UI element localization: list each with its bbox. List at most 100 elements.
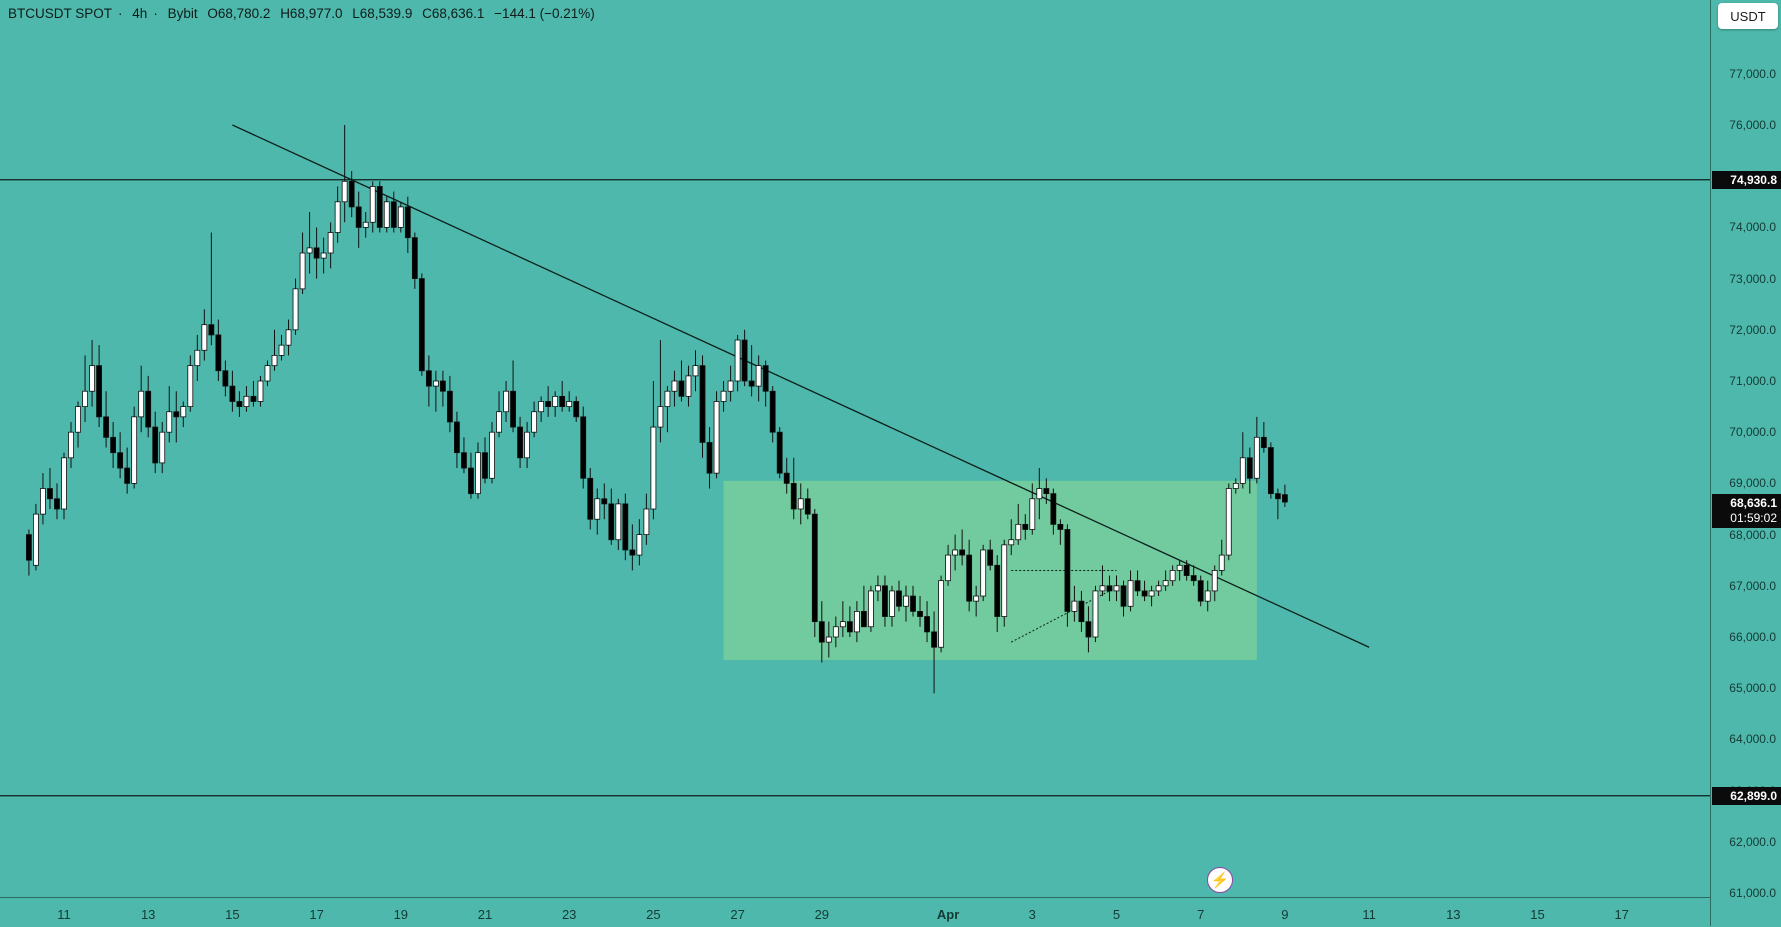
price-tick-label: 74,000.0 [1729, 220, 1776, 235]
candle-up [131, 416, 138, 484]
candle-down [987, 549, 994, 566]
currency-button[interactable]: USDT [1718, 3, 1778, 29]
candle-up [797, 498, 804, 510]
candle-up [40, 488, 46, 515]
candle-up [1015, 523, 1022, 541]
chart-plot [0, 124, 1710, 797]
candle-down [1134, 580, 1141, 592]
time-tick-label: 21 [477, 907, 493, 922]
candle-down [229, 385, 236, 402]
price-tick-label: 66,000.0 [1729, 630, 1776, 644]
candle-up [278, 344, 285, 356]
time-tick-label: 17 [1614, 907, 1629, 922]
candle-up [1232, 482, 1239, 489]
price-axis[interactable]: USDT 61,000.062,000.063,000.064,000.065,… [1710, 0, 1781, 926]
candle-up [1218, 554, 1225, 571]
candle-countdown: 01:59:02 [1730, 511, 1777, 526]
candle-up [1113, 585, 1120, 592]
candle-up [875, 585, 881, 592]
chart-area[interactable]: BTCUSDT SPOT · 4h · Bybit O68,780.2 H68,97… [0, 0, 1710, 897]
candle-up [643, 508, 650, 536]
candle-up [327, 232, 334, 254]
candle-up [839, 621, 846, 628]
candle-down [587, 477, 594, 520]
candle-down [376, 186, 383, 228]
time-tick-label: 27 [730, 907, 745, 922]
candle-down [601, 498, 608, 505]
candle-up [1008, 539, 1015, 546]
legend-symbol[interactable]: BTCUSDT SPOT [8, 6, 113, 21]
candle-down [173, 411, 180, 418]
time-tick-label: 19 [393, 907, 409, 922]
candle-up [945, 554, 951, 582]
candle-up [664, 390, 671, 407]
time-tick-label: 11 [57, 907, 71, 922]
candle-down [1078, 600, 1085, 623]
candle-down [1022, 523, 1029, 530]
candle-down [1267, 447, 1274, 495]
price-tick-label: 62,000.0 [1729, 834, 1776, 849]
time-tick-label: 11 [1362, 907, 1376, 922]
candle-up [61, 457, 67, 510]
candle-down [447, 390, 453, 423]
candle-up [868, 590, 874, 628]
candle-down [896, 590, 902, 607]
candle-down [804, 498, 811, 515]
candle-down [1197, 580, 1204, 602]
candle-down [222, 370, 229, 387]
candle-down [1246, 457, 1253, 479]
candle-up [1211, 570, 1218, 592]
time-axis[interactable]: 11 13 15 17 19 21 23 25 27 29 Apr 3 5 7 9 11 13 15 17 [0, 897, 1710, 927]
candle-down [573, 401, 580, 418]
candle-down [966, 554, 973, 602]
lightning-icon[interactable]: ⚡ [1207, 867, 1233, 893]
candle-down [769, 390, 776, 433]
candle-down [776, 431, 783, 474]
time-tick-label: 9 [1281, 907, 1289, 922]
candle-up [594, 498, 601, 520]
candle-up [1225, 488, 1232, 556]
candle-down [454, 421, 460, 454]
candle-up [362, 221, 369, 228]
candle-down [1274, 493, 1281, 500]
legend-interval[interactable]: 4h [132, 6, 148, 21]
time-tick-label: 5 [1112, 907, 1121, 922]
legend-change: −144.1 (−0.21%) [494, 6, 595, 21]
candle-up [1127, 580, 1134, 607]
candle-down [1120, 585, 1127, 607]
candle-up [853, 611, 860, 633]
time-tick-label: 25 [646, 907, 661, 922]
candle-up [832, 626, 839, 638]
candle-down [1183, 564, 1190, 576]
candle-up [201, 324, 208, 351]
candle-down [622, 503, 629, 551]
upper-line-price-tag: 74,930.8 [1712, 170, 1781, 189]
time-tick-label: 17 [309, 907, 324, 922]
candle-down [924, 616, 930, 633]
candle-down [931, 631, 937, 648]
candle-down [313, 247, 320, 259]
candle-down [404, 206, 411, 239]
price-tick-label: 67,000.0 [1729, 578, 1776, 593]
price-tick-label: 72,000.0 [1729, 322, 1776, 337]
price-tick-label: 73,000.0 [1729, 271, 1776, 286]
candle-up [1176, 564, 1183, 571]
candle-down [1064, 529, 1071, 612]
candle-up [82, 390, 88, 407]
candle-up [825, 636, 832, 643]
legend-high: H68,977.0 [280, 6, 343, 21]
candle-down [54, 498, 60, 510]
candle-up [166, 411, 173, 433]
candle-down [678, 380, 685, 397]
candle-down [861, 611, 867, 628]
candle-down [699, 365, 706, 443]
candle-up [727, 380, 734, 392]
candle-down [482, 452, 488, 479]
candle-up [1155, 585, 1162, 592]
candle-up [68, 431, 74, 459]
candle-up [1169, 570, 1176, 582]
candle-up [369, 186, 376, 223]
candle-down [1106, 585, 1113, 592]
candle-down [762, 365, 769, 392]
candle-down [608, 503, 615, 541]
